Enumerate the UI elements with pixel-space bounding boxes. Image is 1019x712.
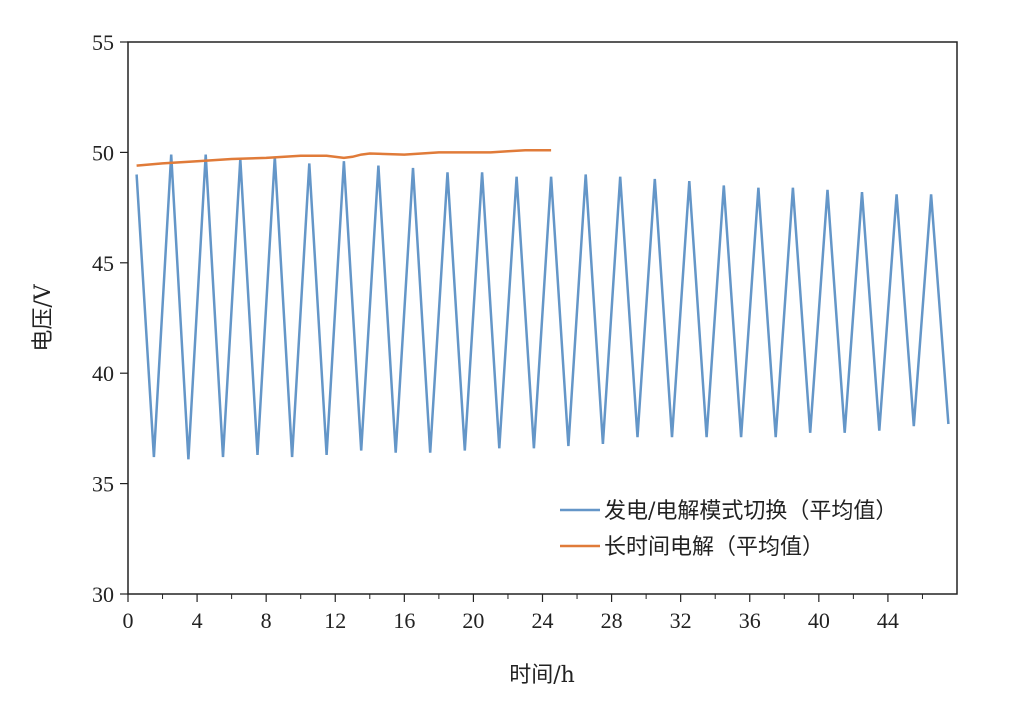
series-group	[135, 148, 950, 460]
x-tick-label: 4	[192, 608, 203, 633]
x-tick-label: 24	[532, 608, 554, 633]
y-axis-title: 电压/V	[31, 283, 56, 351]
x-tick-label: 32	[670, 608, 692, 633]
y-tick-label: 50	[92, 140, 114, 165]
y-tick-label: 45	[92, 251, 114, 276]
x-axis-title: 时间/h	[509, 663, 575, 688]
x-tick-label: 0	[123, 608, 134, 633]
legend-label-mode-switch: 发电/电解模式切换（平均值）	[604, 499, 897, 524]
y-tick-label: 35	[92, 472, 114, 497]
x-tick-label: 8	[261, 608, 272, 633]
y-tick-label: 30	[92, 582, 114, 607]
x-tick-label: 20	[462, 608, 484, 633]
y-tick-label: 55	[92, 30, 114, 55]
y-tick-label: 40	[92, 361, 114, 386]
x-tick-label: 12	[324, 608, 346, 633]
x-tick-label: 36	[739, 608, 761, 633]
series-line-long-electrolysis	[136, 148, 552, 167]
x-tick-label: 44	[877, 608, 899, 633]
legend-label-long-electrolysis: 长时间电解（平均值）	[604, 535, 824, 560]
x-tick-label: 28	[601, 608, 623, 633]
x-tick-label: 16	[393, 608, 415, 633]
legend: 发电/电解模式切换（平均值） 长时间电解（平均值）	[560, 499, 897, 560]
axis-ticks: 0 4 8 12 16 20 24 28 32 36 40 44 30 35 40 45 50 55	[92, 30, 923, 633]
x-tick-label: 40	[808, 608, 830, 633]
series-line-mode-switch	[135, 154, 950, 460]
